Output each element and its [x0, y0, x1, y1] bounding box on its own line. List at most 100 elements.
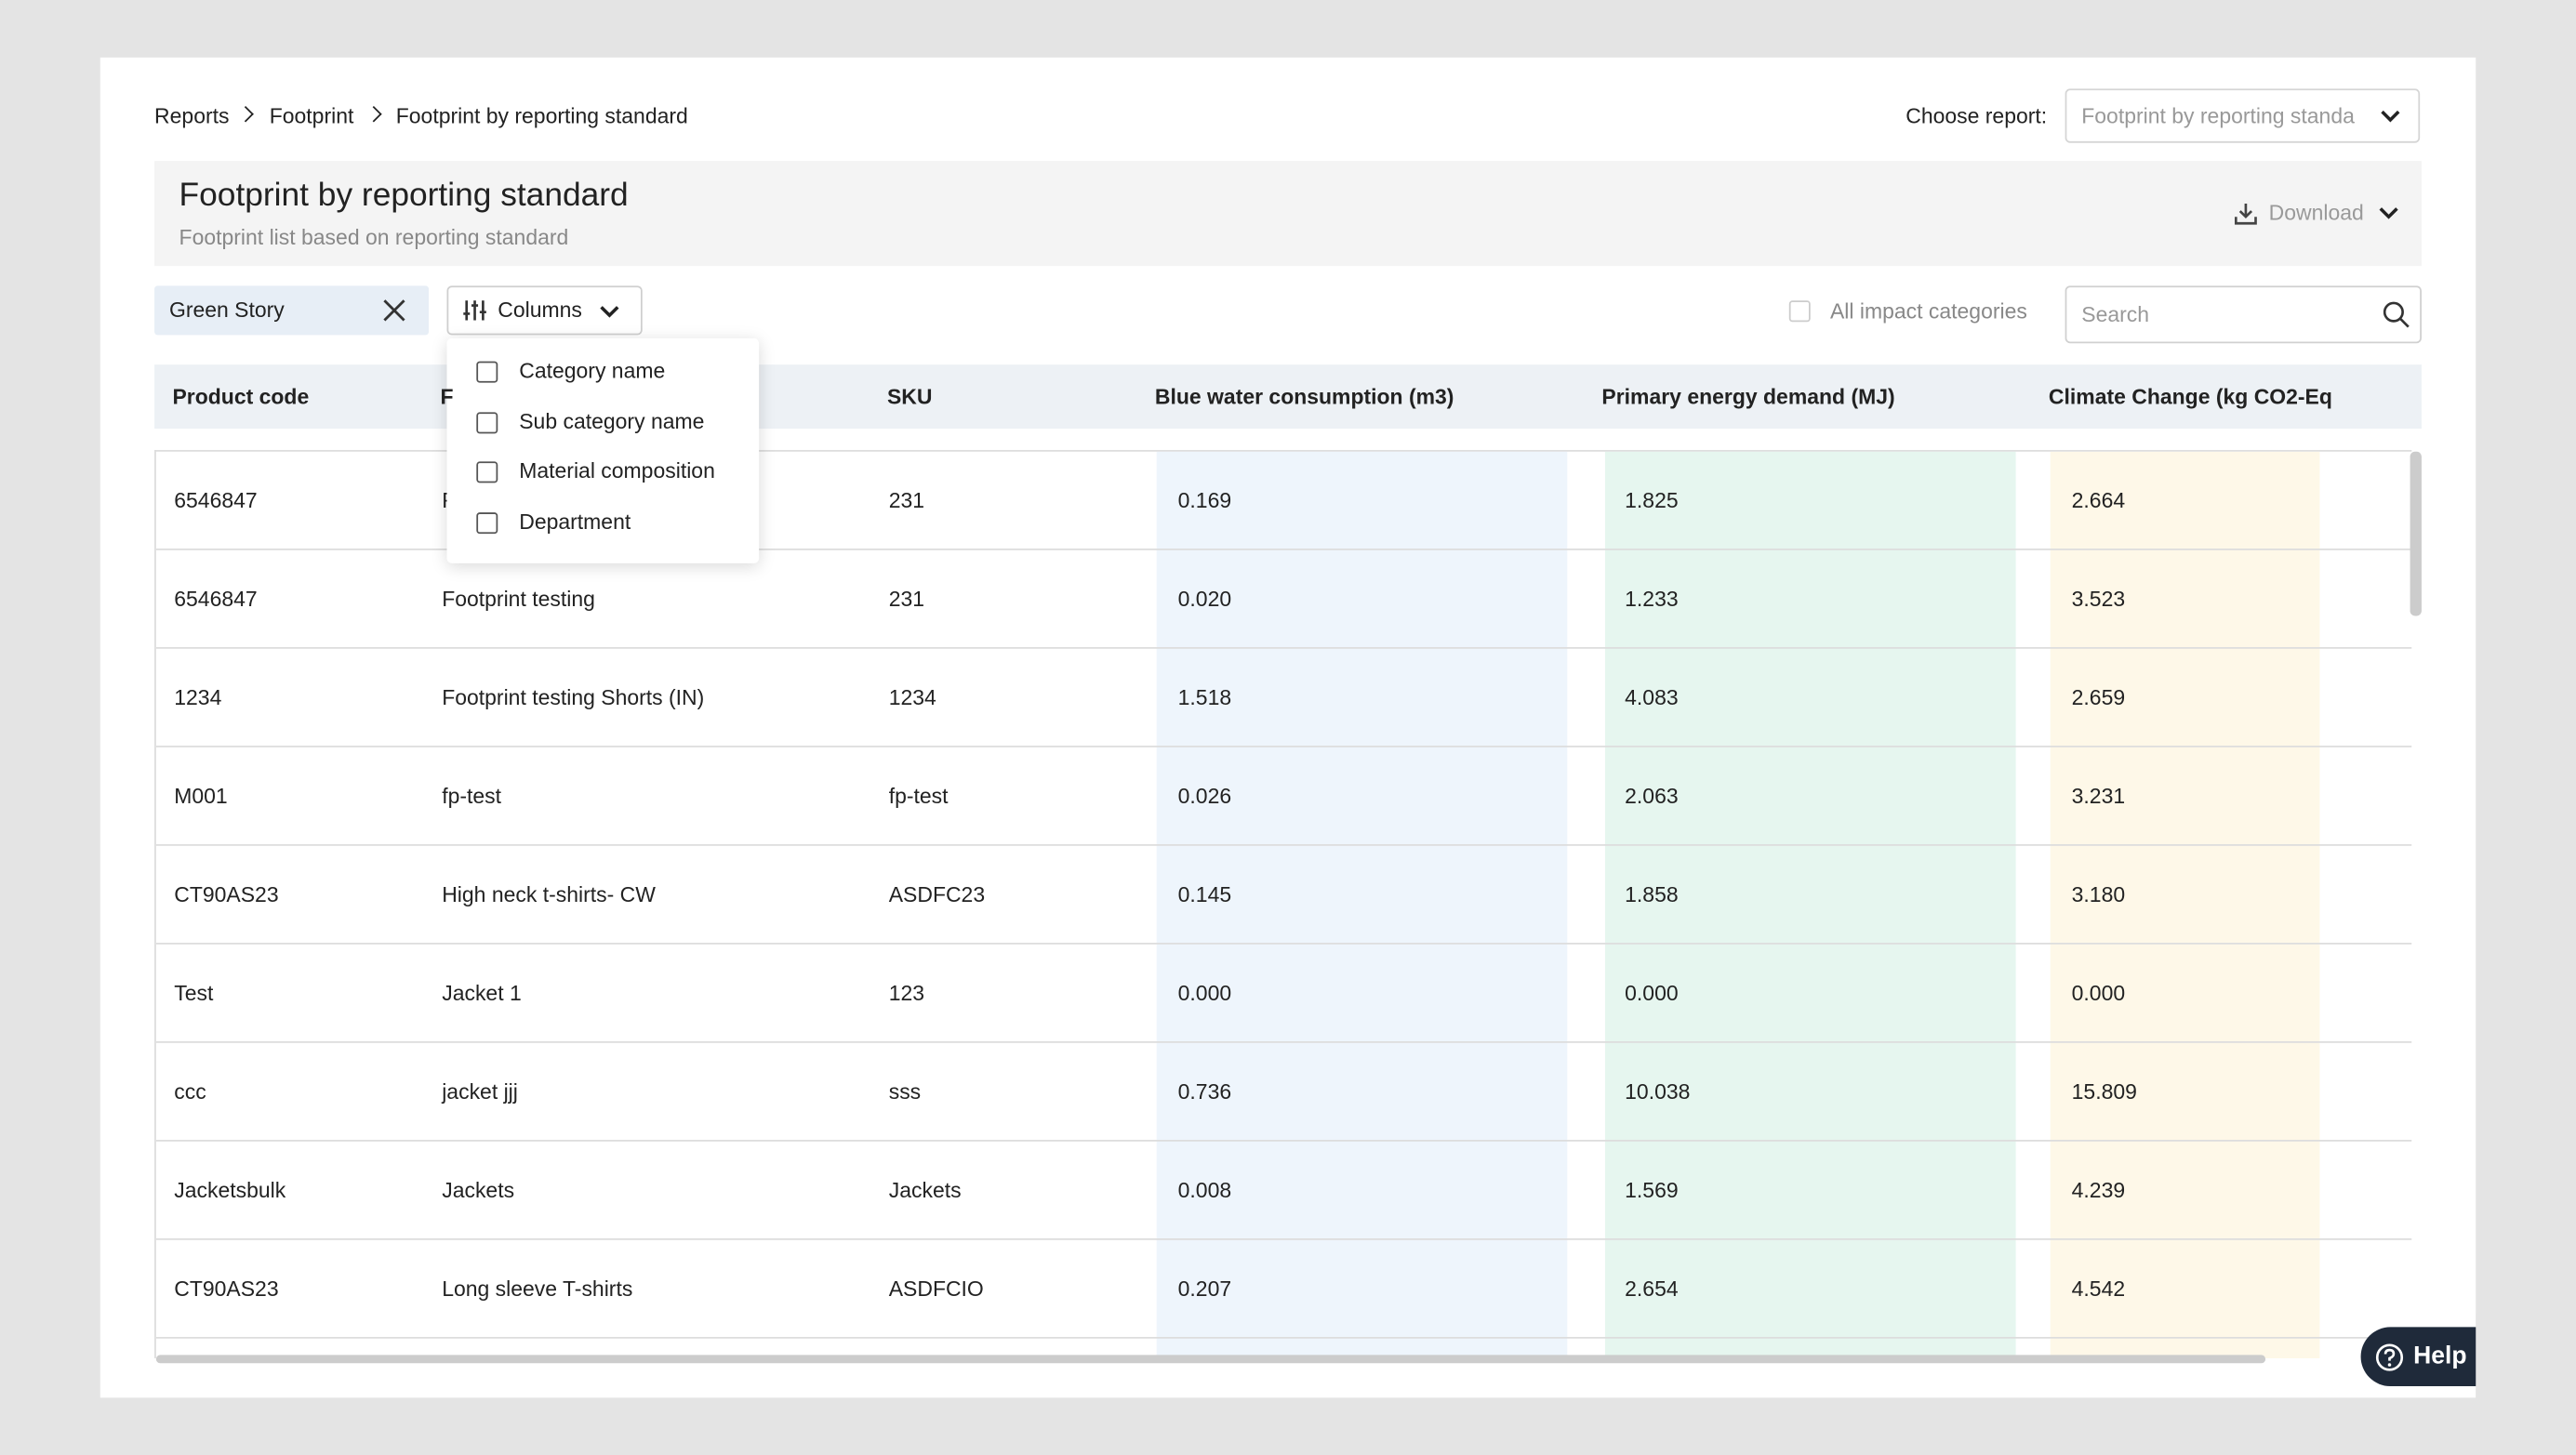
dropdown-icon	[600, 306, 619, 318]
table-cell: 0.207	[1177, 1276, 1232, 1302]
report-select[interactable]: Footprint by reporting standa	[2065, 88, 2421, 143]
column-header[interactable]: F	[440, 384, 454, 409]
table-row[interactable]: 6546847 Footprint testing 231 0.020 1.233 3.5…	[155, 550, 2412, 649]
table-row[interactable]: ccc jacket jjj sss 0.736 10.038 15.809	[155, 1043, 2412, 1142]
table-cell: CT90AS23	[174, 881, 279, 907]
menu-option[interactable]: Category name	[519, 358, 666, 383]
help-icon	[2375, 1343, 2404, 1371]
page-title: Footprint by reporting standard	[179, 177, 629, 214]
column-header[interactable]: Blue water consumption (m3)	[1154, 384, 1454, 409]
table-body: 6546847F2310.1691.8252.6646546847Footpri…	[154, 450, 2412, 1358]
table-cell: 3.231	[2071, 783, 2126, 809]
columns-menu: Category name Sub category name Material c…	[446, 337, 760, 563]
table-row[interactable]: M001 fp-test fp-test 0.026 2.063 3.231	[155, 747, 2412, 846]
checkbox[interactable]	[476, 461, 498, 483]
column-band	[1156, 451, 1568, 1358]
table-cell: 3.523	[2071, 586, 2126, 612]
page-subtitle: Footprint list based on reporting standa…	[179, 225, 569, 250]
table-cell: fp-test	[888, 783, 949, 809]
column-header[interactable]: SKU	[886, 384, 933, 409]
table-cell: Long sleeve T-shirts	[442, 1276, 633, 1302]
table-cell: Jacket 1	[442, 980, 522, 1006]
download-icon	[2234, 204, 2257, 225]
table-cell: Test	[174, 980, 214, 1006]
background	[2476, 1314, 2576, 1413]
column-header[interactable]: Product code	[172, 384, 310, 409]
table-cell: Footprint testing	[442, 586, 595, 612]
checkbox[interactable]	[476, 361, 498, 383]
help-label: Help	[2413, 1342, 2467, 1370]
table-cell: 0.000	[1625, 980, 1679, 1006]
table-cell: 3.180	[2071, 881, 2126, 907]
table-cell: Jackets	[442, 1177, 515, 1203]
table-cell: 15.809	[2071, 1078, 2137, 1104]
table-cell: 0.000	[1177, 980, 1232, 1006]
table-cell: 0.169	[1177, 487, 1232, 513]
button-label: Columns	[498, 297, 582, 323]
menu-option[interactable]: Material composition	[519, 457, 715, 483]
menu-option[interactable]: Sub category name	[519, 407, 705, 433]
table-row[interactable]: CT90AS23 Long sleeve T-shirts ASDFCIO 0.207…	[155, 1240, 2412, 1339]
table-row[interactable]: CT90AS23 High neck t-shirts- CW ASDFC23 0.1…	[155, 846, 2412, 945]
column-header[interactable]: Climate Change (kg CO2-Eq	[2048, 384, 2332, 409]
table-cell: ASDFCIO	[888, 1276, 984, 1302]
breadcrumb-link[interactable]: Reports	[154, 103, 230, 128]
checkbox[interactable]	[1788, 300, 1811, 323]
table-cell: 123	[888, 980, 925, 1006]
table-cell: Jackets	[888, 1177, 962, 1203]
table-cell: CT90AS23	[174, 1276, 279, 1302]
checkbox-label: All impact categories	[1829, 298, 2027, 324]
search-placeholder: Search	[2081, 302, 2150, 327]
table-cell: 1.518	[1177, 684, 1232, 710]
table-cell: 4.542	[2071, 1276, 2126, 1302]
table-cell: 0.145	[1177, 881, 1232, 907]
header-panel: Footprint by reporting standard Footprin…	[154, 161, 2422, 267]
table-row[interactable]: Jacketsbulk Jackets Jackets 0.008 1.569 4.239	[155, 1142, 2412, 1240]
table-cell: sss	[888, 1078, 922, 1104]
table-cell: jacket jjj	[442, 1078, 518, 1104]
table-cell: 0.020	[1177, 586, 1232, 612]
remove-chip[interactable]	[383, 299, 406, 323]
columns-button[interactable]: Columns	[446, 285, 643, 336]
dropdown-icon	[2379, 207, 2398, 219]
table-cell: ASDFC23	[888, 881, 986, 907]
table-cell: 0.008	[1177, 1177, 1232, 1203]
table-cell: 1.825	[1625, 487, 1679, 513]
menu-option[interactable]: Department	[519, 508, 631, 534]
help-button[interactable]: Help	[2360, 1327, 2492, 1386]
table-row[interactable]: Test Jacket 1 123 0.000 0.000 0.000	[155, 945, 2412, 1043]
table-cell: 0.736	[1177, 1078, 1232, 1104]
dropdown-icon	[2381, 110, 2400, 123]
table-cell: 1.569	[1625, 1177, 1679, 1203]
table-cell: 1234	[174, 684, 222, 710]
table-cell: 2.659	[2071, 684, 2126, 710]
table-cell: 6546847	[174, 586, 258, 612]
table-cell: 10.038	[1625, 1078, 1691, 1104]
vertical-scrollbar[interactable]	[2410, 451, 2422, 616]
breadcrumb-link[interactable]: Footprint	[269, 103, 354, 128]
breadcrumb-current: Footprint by reporting standard	[395, 103, 688, 128]
checkbox[interactable]	[476, 411, 498, 433]
table-cell: 1.233	[1625, 586, 1679, 612]
table-cell: 6546847	[174, 487, 258, 513]
horizontal-scrollbar[interactable]	[155, 1355, 2266, 1364]
search-input[interactable]: Search	[2065, 285, 2422, 344]
chip-label: Green Story	[168, 297, 285, 323]
checkbox[interactable]	[476, 511, 498, 534]
table-cell: 2.063	[1625, 783, 1679, 809]
table-cell: fp-test	[442, 783, 502, 809]
table-cell: 231	[888, 487, 925, 513]
table-cell: Jacketsbulk	[174, 1177, 286, 1203]
column-header[interactable]: Primary energy demand (MJ)	[1601, 384, 1895, 409]
column-band	[2050, 451, 2320, 1358]
table-cell: Footprint testing Shorts (IN)	[442, 684, 705, 710]
select-value: Footprint by reporting standa	[2081, 103, 2355, 128]
table-cell: 0.000	[2071, 980, 2126, 1006]
table-cell: 4.083	[1625, 684, 1679, 710]
filter-chip: Green Story	[154, 285, 430, 336]
table-row[interactable]: 1234 Footprint testing Shorts (IN) 1234 1.5…	[155, 649, 2412, 747]
table-cell: M001	[174, 783, 228, 809]
table-cell: 2.654	[1625, 1276, 1679, 1302]
